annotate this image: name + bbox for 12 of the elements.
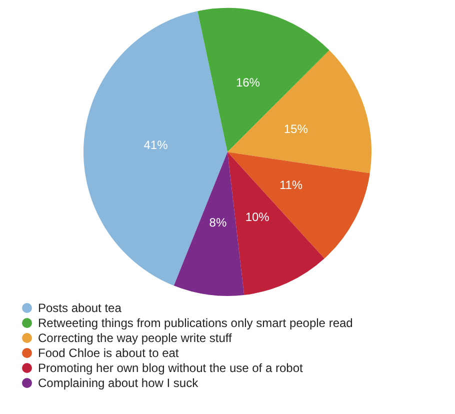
legend-label: Food Chloe is about to eat (38, 346, 179, 360)
data-label: 15% (284, 122, 308, 136)
legend-label: Promoting her own blog without the use of a robot (38, 360, 303, 374)
legend-label: Complaining about how I suck (38, 376, 198, 390)
data-label: 11% (279, 178, 303, 192)
legend-label: Retweeting things from publications only smart people read (38, 316, 353, 330)
legend-label: Posts about tea (38, 300, 122, 314)
legend-label: Correcting the way people write stuff (38, 330, 232, 344)
data-label: 41% (144, 138, 168, 152)
data-label: 8% (209, 216, 227, 230)
data-label: 16% (236, 75, 260, 90)
data-label: 10% (245, 210, 270, 224)
